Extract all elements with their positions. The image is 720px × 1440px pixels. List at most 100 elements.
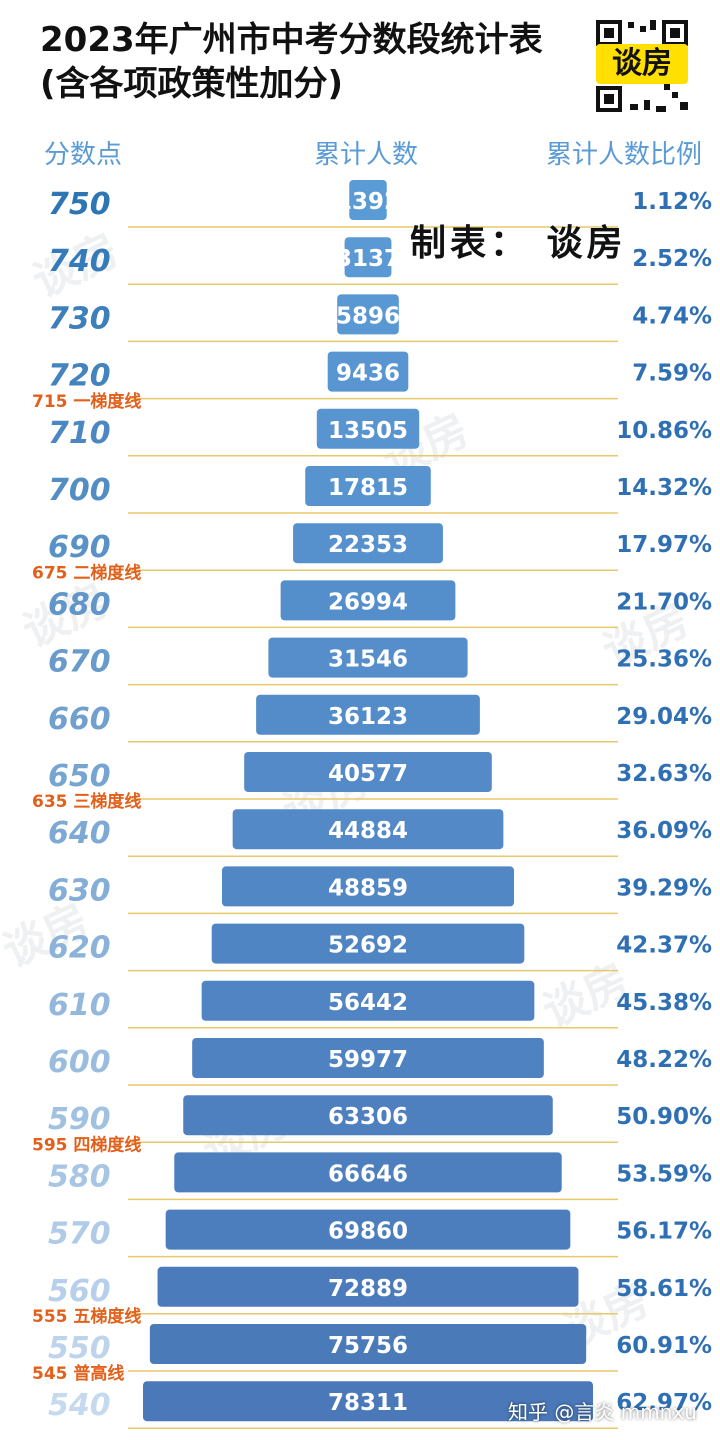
score-label: 610	[48, 988, 111, 1023]
percent-label: 7.59%	[632, 361, 712, 387]
percent-label: 25.36%	[616, 647, 712, 673]
bar	[268, 637, 468, 678]
score-label: 630	[48, 873, 111, 908]
column-header-score: 分数点	[44, 140, 123, 170]
column-header-ratio: 累计人数比例	[546, 140, 703, 170]
percent-label: 58.61%	[616, 1276, 712, 1302]
score-label: 680	[48, 587, 111, 622]
threshold-annotation: 715 一梯度线	[32, 391, 141, 412]
value-label: 78311	[328, 1390, 408, 1416]
bar	[149, 1324, 587, 1364]
percent-label: 29.04%	[616, 704, 712, 730]
bar	[165, 1209, 571, 1250]
bar	[192, 1038, 544, 1078]
score-label: 570	[48, 1217, 111, 1252]
percent-label: 39.29%	[616, 875, 712, 901]
column-header-count: 累计人数	[314, 140, 419, 170]
value-label: 48859	[328, 875, 408, 901]
bar	[244, 752, 492, 792]
score-label: 730	[48, 301, 111, 336]
bar	[174, 1152, 562, 1193]
score-label: 590	[48, 1102, 111, 1137]
bar	[327, 351, 409, 392]
score-label: 670	[48, 645, 111, 680]
score-label: 540	[48, 1388, 111, 1423]
value-label: 13505	[328, 418, 408, 444]
percent-label: 48.22%	[616, 1047, 712, 1073]
score-label: 600	[48, 1045, 111, 1080]
threshold-annotation: 545 普高线	[32, 1363, 124, 1384]
score-label: 560	[48, 1274, 111, 1309]
value-label: 9436	[336, 361, 400, 387]
value-label: 26994	[328, 589, 408, 615]
bar	[349, 180, 387, 220]
value-label: 1392	[336, 189, 400, 215]
percent-label: 45.38%	[616, 990, 712, 1016]
bar	[201, 980, 535, 1021]
percent-label: 1.12%	[632, 189, 712, 215]
value-label: 56442	[328, 990, 408, 1016]
bar	[337, 294, 399, 335]
value-label: 75756	[328, 1333, 408, 1359]
value-label: 22353	[328, 532, 408, 558]
score-label: 640	[48, 816, 111, 851]
value-label: 40577	[328, 761, 408, 787]
value-label: 17815	[328, 475, 408, 501]
value-label: 72889	[328, 1276, 408, 1302]
value-label: 31546	[328, 647, 408, 673]
title-line-2: (含各项政策性加分)	[40, 64, 344, 104]
score-label: 720	[48, 359, 111, 394]
value-label: 3137	[336, 246, 400, 272]
percent-label: 60.91%	[616, 1333, 712, 1359]
percent-label: 2.52%	[632, 246, 712, 272]
score-label: 700	[48, 473, 111, 508]
source-watermark: 知乎 @言炎 mmnxu	[508, 1400, 697, 1424]
threshold-annotation: 555 五梯度线	[32, 1306, 141, 1327]
bar	[183, 1095, 553, 1136]
score-label: 650	[48, 759, 111, 794]
value-label: 69860	[328, 1219, 408, 1245]
title-line-1: 2023年广州市中考分数段统计表	[40, 20, 543, 60]
score-label: 580	[48, 1159, 111, 1194]
bar	[221, 866, 515, 907]
percent-label: 17.97%	[616, 532, 712, 558]
percent-label: 56.17%	[616, 1219, 712, 1245]
percent-label: 62.97%	[616, 1390, 712, 1416]
percent-label: 4.74%	[632, 303, 712, 329]
value-label: 66646	[328, 1161, 408, 1187]
value-label: 5896	[336, 303, 400, 329]
percent-label: 14.32%	[616, 475, 712, 501]
percent-label: 10.86%	[616, 418, 712, 444]
score-label: 750	[48, 187, 111, 222]
value-label: 52692	[328, 933, 408, 959]
score-label: 660	[48, 702, 111, 737]
credit-label: 制表： 谈房	[410, 223, 627, 264]
value-label: 36123	[328, 704, 408, 730]
score-label: 550	[48, 1331, 111, 1366]
bar	[157, 1266, 579, 1307]
bar	[293, 523, 443, 564]
percent-label: 21.70%	[616, 589, 712, 615]
brand-badge: 谈房	[596, 44, 688, 84]
bar	[344, 237, 392, 278]
score-label: 690	[48, 530, 111, 565]
percent-label: 53.59%	[616, 1161, 712, 1187]
threshold-annotation: 675 二梯度线	[32, 562, 141, 583]
bar	[305, 466, 431, 506]
percent-label: 36.09%	[616, 818, 712, 844]
percent-label: 50.90%	[616, 1104, 712, 1130]
bar	[143, 1381, 593, 1422]
score-label: 620	[48, 931, 111, 966]
bar	[211, 923, 525, 964]
percent-label: 42.37%	[616, 933, 712, 959]
bar	[256, 694, 480, 735]
percent-label: 32.63%	[616, 761, 712, 787]
threshold-annotation: 635 三梯度线	[32, 791, 141, 812]
bar	[316, 408, 420, 449]
bar	[280, 580, 456, 621]
value-label: 59977	[328, 1047, 408, 1073]
page-title: 2023年广州市中考分数段统计表 (含各项政策性加分)	[40, 18, 600, 106]
bar	[232, 809, 504, 850]
score-label: 740	[48, 244, 111, 279]
